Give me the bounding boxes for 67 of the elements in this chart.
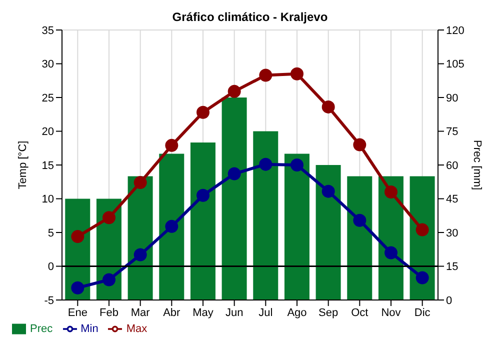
bar [284, 154, 310, 300]
y2-tick-label: 30 [446, 227, 458, 240]
point [228, 84, 241, 98]
y2-tick-label: 45 [446, 194, 458, 206]
y-tick-label: 5 [48, 227, 54, 240]
y2-tick-label: 90 [446, 92, 458, 104]
x-tick-label: Feb [100, 306, 118, 319]
y-tick-label: 0 [48, 261, 54, 274]
y2-tick-label: 15 [446, 261, 458, 274]
point [290, 67, 304, 80]
legend-label: Prec [30, 322, 53, 335]
point [71, 230, 84, 244]
x-tick-label: Jun [225, 306, 244, 319]
point [259, 68, 272, 82]
y2-tick-label: 75 [446, 126, 458, 138]
point [134, 176, 147, 190]
point [353, 214, 366, 227]
y-tick-label: -5 [44, 294, 54, 307]
x-tick-label: Jul [258, 306, 273, 319]
y-tick-label: 15 [42, 160, 54, 172]
bar [159, 154, 184, 300]
point [384, 186, 398, 198]
x-tick-label: Mar [130, 306, 150, 319]
y-tick-label: 30 [42, 58, 54, 71]
y-tick-label: 25 [42, 92, 54, 104]
point [416, 271, 429, 284]
y-tick-label: 10 [42, 194, 54, 206]
point [384, 246, 398, 260]
x-tick-label: Ene [68, 306, 88, 319]
bar [190, 142, 216, 300]
point [353, 138, 366, 152]
point [165, 138, 178, 152]
point [322, 100, 335, 114]
y-axis-title: Temp [°C] [16, 140, 29, 190]
x-tick-label: Abr [163, 306, 181, 319]
y2-axis-title: Prec [mm] [471, 140, 484, 190]
point [228, 167, 241, 180]
point [196, 106, 210, 119]
y-tick-label: 35 [42, 24, 54, 37]
x-tick-label: Nov [381, 306, 402, 319]
x-tick-label: Dic [414, 306, 431, 319]
y2-tick-label: 105 [446, 58, 464, 71]
point [102, 211, 116, 224]
point [259, 158, 272, 171]
point [102, 273, 116, 286]
y2-tick-label: 60 [446, 160, 458, 172]
point [71, 281, 84, 294]
y2-tick-label: 0 [446, 294, 452, 307]
x-tick-label: Oct [351, 306, 368, 319]
point [165, 220, 178, 233]
point [196, 188, 210, 202]
bar [316, 165, 341, 300]
bar [347, 176, 372, 300]
bar [222, 98, 247, 300]
y-tick-label: 20 [42, 126, 54, 138]
bar [253, 131, 278, 300]
legend-label: Max [126, 322, 148, 335]
x-tick-label: Ago [287, 306, 307, 319]
point [416, 223, 429, 236]
point [134, 248, 147, 262]
chart-title: Gráfico climático - Kraljevo [171, 10, 329, 24]
x-tick-label: May [192, 306, 214, 319]
point [322, 184, 335, 198]
y2-tick-label: 120 [446, 24, 464, 37]
x-tick-label: Sep [318, 306, 338, 319]
legend-label: Min [80, 322, 98, 335]
point [290, 158, 304, 172]
